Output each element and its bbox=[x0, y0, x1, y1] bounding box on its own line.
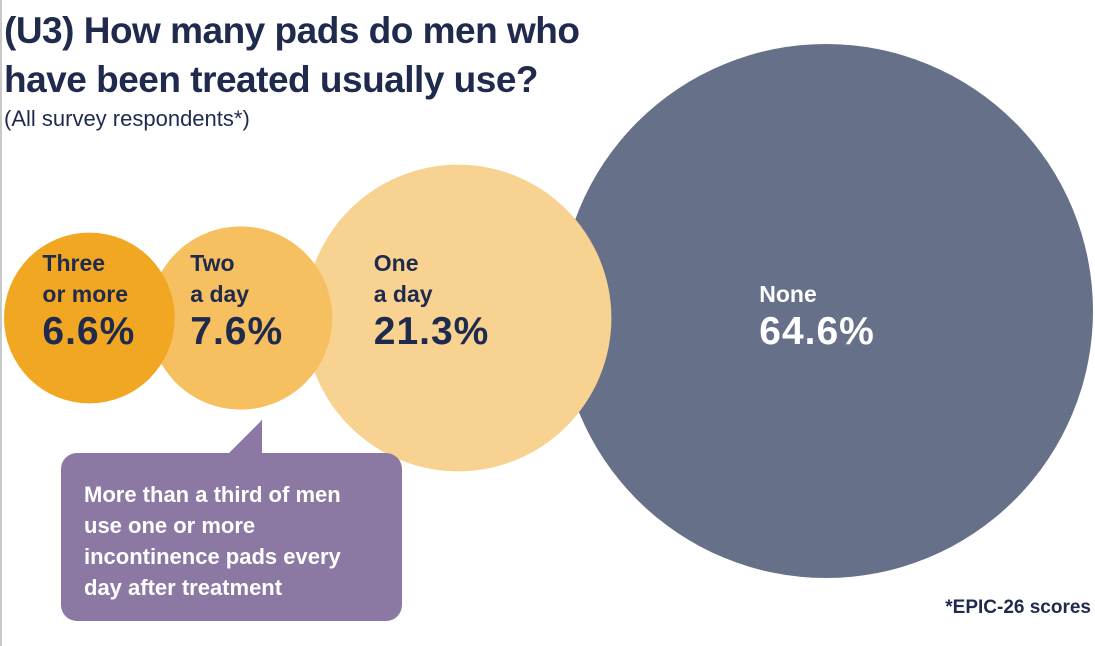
left-border-rule bbox=[0, 0, 2, 646]
callout-pointer bbox=[226, 420, 262, 456]
callout-box: More than a third of men use one or more… bbox=[61, 453, 402, 621]
bubble-label: Two bbox=[190, 250, 234, 276]
callout-pointer-edge bbox=[261, 420, 262, 456]
bubble-label: a day bbox=[190, 281, 249, 307]
callout-line: incontinence pads every bbox=[84, 544, 341, 569]
callout-line: use one or more bbox=[84, 513, 256, 538]
bubble-3 bbox=[559, 44, 1093, 578]
callout-line: day after treatment bbox=[84, 575, 283, 600]
bubble-label: None bbox=[759, 281, 817, 307]
bubble-label: One bbox=[374, 250, 419, 276]
bubble-label: Three bbox=[42, 250, 105, 276]
bubble-0 bbox=[4, 232, 175, 404]
chart-title: (U3) How many pads do men who have been … bbox=[4, 10, 580, 100]
bubble-value: 21.3% bbox=[374, 310, 490, 353]
bubble-label: a day bbox=[374, 281, 433, 307]
chart-subtitle: (All survey respondents*) bbox=[4, 106, 250, 131]
bubble-value: 6.6% bbox=[42, 310, 135, 353]
bubble-label: or more bbox=[42, 281, 128, 307]
bubble-value: 7.6% bbox=[190, 310, 283, 353]
callout-line: More than a third of men bbox=[84, 482, 341, 507]
bubble-2 bbox=[304, 164, 612, 472]
bubble-value: 64.6% bbox=[759, 310, 875, 353]
bubble-1 bbox=[149, 226, 333, 410]
footnote: *EPIC-26 scores bbox=[945, 597, 1091, 618]
